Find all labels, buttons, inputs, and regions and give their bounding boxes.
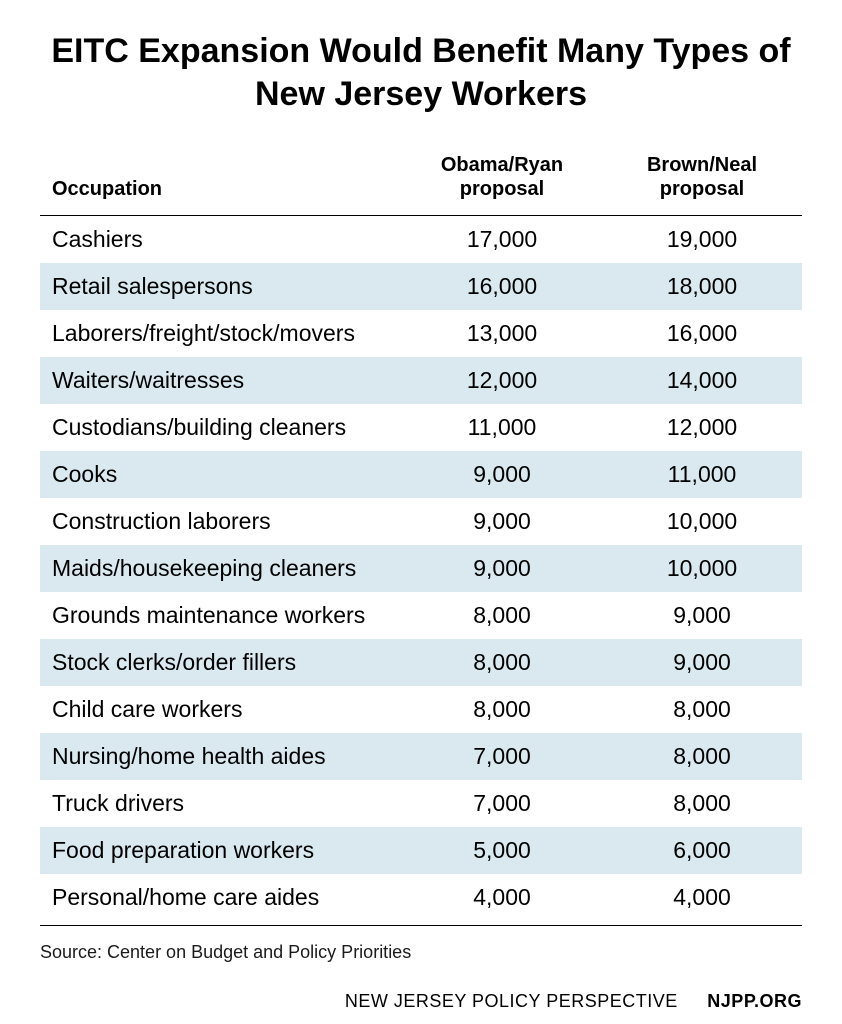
table-row: Nursing/home health aides7,0008,000: [40, 733, 802, 780]
cell-occupation: Child care workers: [40, 686, 402, 733]
cell-occupation: Nursing/home health aides: [40, 733, 402, 780]
table-row: Stock clerks/order fillers8,0009,000: [40, 639, 802, 686]
cell-brown-neal: 9,000: [602, 639, 802, 686]
cell-obama-ryan: 16,000: [402, 263, 602, 310]
cell-occupation: Waiters/waitresses: [40, 357, 402, 404]
cell-obama-ryan: 4,000: [402, 874, 602, 921]
cell-brown-neal: 14,000: [602, 357, 802, 404]
table-row: Construction laborers9,00010,000: [40, 498, 802, 545]
table-row: Truck drivers7,0008,000: [40, 780, 802, 827]
cell-obama-ryan: 11,000: [402, 404, 602, 451]
page-title: EITC Expansion Would Benefit Many Types …: [40, 30, 802, 115]
col-header-occupation: Occupation: [40, 145, 402, 216]
cell-brown-neal: 6,000: [602, 827, 802, 874]
table-row: Child care workers8,0008,000: [40, 686, 802, 733]
cell-brown-neal: 9,000: [602, 592, 802, 639]
cell-occupation: Personal/home care aides: [40, 874, 402, 921]
table-row: Waiters/waitresses12,00014,000: [40, 357, 802, 404]
cell-occupation: Truck drivers: [40, 780, 402, 827]
cell-occupation: Construction laborers: [40, 498, 402, 545]
cell-obama-ryan: 9,000: [402, 498, 602, 545]
table-row: Cooks9,00011,000: [40, 451, 802, 498]
cell-obama-ryan: 7,000: [402, 780, 602, 827]
cell-occupation: Retail salespersons: [40, 263, 402, 310]
cell-obama-ryan: 5,000: [402, 827, 602, 874]
cell-obama-ryan: 8,000: [402, 639, 602, 686]
cell-brown-neal: 16,000: [602, 310, 802, 357]
cell-occupation: Custodians/building cleaners: [40, 404, 402, 451]
cell-brown-neal: 8,000: [602, 780, 802, 827]
cell-occupation: Grounds maintenance workers: [40, 592, 402, 639]
table-bottom-rule: [40, 925, 802, 926]
table-row: Retail salespersons16,00018,000: [40, 263, 802, 310]
table-row: Cashiers17,00019,000: [40, 216, 802, 264]
cell-brown-neal: 11,000: [602, 451, 802, 498]
cell-occupation: Food preparation workers: [40, 827, 402, 874]
source-text: Source: Center on Budget and Policy Prio…: [40, 942, 802, 963]
footer: NEW JERSEY POLICY PERSPECTIVE NJPP.ORG: [40, 991, 802, 1012]
footer-brand: NEW JERSEY POLICY PERSPECTIVE: [345, 991, 678, 1011]
table-row: Maids/housekeeping cleaners9,00010,000: [40, 545, 802, 592]
cell-occupation: Stock clerks/order fillers: [40, 639, 402, 686]
cell-obama-ryan: 12,000: [402, 357, 602, 404]
table-row: Food preparation workers5,0006,000: [40, 827, 802, 874]
col-header-obama-ryan: Obama/Ryan proposal: [402, 145, 602, 216]
data-table: Occupation Obama/Ryan proposal Brown/Nea…: [40, 145, 802, 921]
table-row: Laborers/freight/stock/movers13,00016,00…: [40, 310, 802, 357]
table-row: Personal/home care aides4,0004,000: [40, 874, 802, 921]
cell-brown-neal: 4,000: [602, 874, 802, 921]
cell-obama-ryan: 9,000: [402, 545, 602, 592]
col-header-brown-neal: Brown/Neal proposal: [602, 145, 802, 216]
cell-obama-ryan: 13,000: [402, 310, 602, 357]
table-row: Grounds maintenance workers8,0009,000: [40, 592, 802, 639]
table-row: Custodians/building cleaners11,00012,000: [40, 404, 802, 451]
cell-obama-ryan: 8,000: [402, 686, 602, 733]
cell-occupation: Cashiers: [40, 216, 402, 264]
cell-brown-neal: 10,000: [602, 545, 802, 592]
cell-brown-neal: 10,000: [602, 498, 802, 545]
cell-occupation: Laborers/freight/stock/movers: [40, 310, 402, 357]
cell-brown-neal: 19,000: [602, 216, 802, 264]
cell-brown-neal: 8,000: [602, 686, 802, 733]
cell-brown-neal: 8,000: [602, 733, 802, 780]
cell-brown-neal: 12,000: [602, 404, 802, 451]
cell-brown-neal: 18,000: [602, 263, 802, 310]
cell-occupation: Cooks: [40, 451, 402, 498]
cell-obama-ryan: 17,000: [402, 216, 602, 264]
footer-url: NJPP.ORG: [707, 991, 802, 1011]
cell-obama-ryan: 8,000: [402, 592, 602, 639]
cell-obama-ryan: 7,000: [402, 733, 602, 780]
cell-obama-ryan: 9,000: [402, 451, 602, 498]
table-header-row: Occupation Obama/Ryan proposal Brown/Nea…: [40, 145, 802, 216]
cell-occupation: Maids/housekeeping cleaners: [40, 545, 402, 592]
